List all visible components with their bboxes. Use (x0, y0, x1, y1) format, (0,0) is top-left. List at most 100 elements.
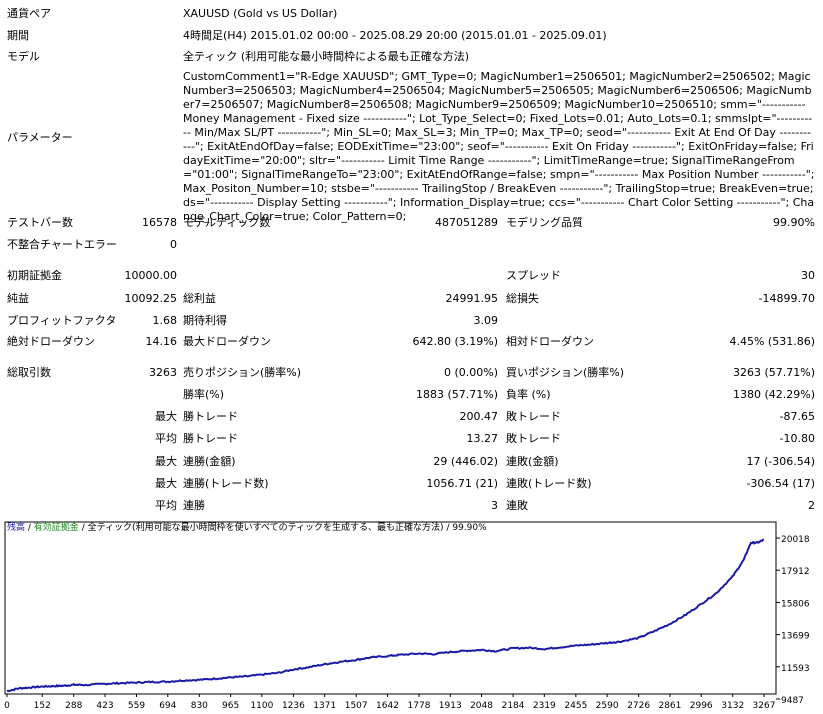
x-tick-label: 2048 (470, 701, 493, 711)
x-tick-label: 3267 (753, 701, 776, 711)
avg-consec-wins-value: 3 (491, 499, 498, 512)
max-word-2: 最大 (155, 455, 177, 468)
x-tick-label: 2455 (564, 701, 587, 711)
gross-loss-label: 総損失 (506, 292, 539, 305)
x-tick-label: 1642 (376, 701, 399, 711)
avg-win-value: 13.27 (466, 432, 499, 445)
x-tick-label: 830 (191, 701, 208, 711)
x-tick-label: 288 (65, 701, 82, 711)
quality-label: モデリング品質 (506, 216, 583, 229)
y-tick-label: 15806 (781, 599, 810, 609)
spread-label: スプレッド (506, 269, 561, 282)
x-tick-label: 559 (128, 701, 145, 711)
max-consec-profit-value: 1056.71 (21) (426, 477, 498, 490)
x-tick-label: 1371 (313, 701, 336, 711)
expected-label: 期待利得 (183, 314, 227, 327)
balance-chart-svg: 9487 11593 13699 15806 17912 20018 0 152 288 423 5… (4, 521, 810, 711)
symbol-label: 通貨ペア (7, 7, 51, 20)
largest-loss-value: -87.65 (779, 410, 815, 423)
largest-win-label: 勝トレード (183, 410, 238, 423)
pf-value: 1.68 (152, 314, 178, 327)
model-value: 全ティック (利用可能な最小時間枠による最も正確な方法) (183, 50, 470, 63)
ticks-value: 487051289 (435, 216, 498, 229)
max-consec-losses-value: 17 (-306.54) (746, 455, 815, 468)
x-tick-label: 2726 (627, 701, 650, 711)
gross-profit-label: 総利益 (183, 292, 216, 305)
deposit-label: 初期証拠金 (7, 269, 62, 282)
quality-value: 99.90% (773, 216, 815, 229)
max-dd-label: 最大ドローダウン (183, 335, 271, 348)
period-label: 期間 (7, 29, 29, 42)
legend-margin: 有効証拠金 (33, 523, 79, 533)
rel-dd-label: 相対ドローダウン (506, 335, 594, 348)
x-tick-label: 1236 (282, 701, 305, 711)
mismatch-value: 0 (170, 238, 177, 251)
avg-consec-wins-label: 連勝 (183, 499, 205, 512)
rel-dd-value: 4.45% (531.86) (729, 335, 815, 348)
x-tick-label: 2861 (658, 701, 681, 711)
trades-value: 3263 (149, 366, 177, 379)
params-value: CustomComment1="R-Edge XAUUSD"; GMT_Type… (183, 70, 815, 223)
chart-frame (4, 521, 777, 695)
max-consec-loss-label: 連敗(トレード数) (506, 477, 592, 490)
spread-value: 30 (801, 269, 815, 282)
max-consec-loss-value: -306.54 (17) (746, 477, 815, 490)
x-tick-label: 2184 (502, 701, 525, 711)
x-tick-label: 1507 (345, 701, 368, 711)
x-tick-label: 2319 (533, 701, 556, 711)
avg-word-2: 平均 (155, 499, 177, 512)
net-label: 純益 (7, 292, 29, 305)
pf-label: プロフィットファクタ (7, 314, 117, 327)
max-consec-losses-label: 連敗(金額) (506, 455, 559, 468)
avg-win-label: 勝トレード (183, 432, 238, 445)
largest-loss-label: 敗トレード (506, 410, 561, 423)
gross-profit-value: 24991.95 (445, 292, 499, 305)
x-tick-label: 2590 (596, 701, 619, 711)
y-tick-label: 13699 (781, 632, 810, 642)
long-label: 買いポジション(勝率%) (506, 366, 625, 379)
symbol-value: XAUUSD (Gold vs US Dollar) (183, 7, 338, 20)
loss-label: 負率 (%) (506, 388, 551, 401)
abs-dd-value: 14.16 (145, 335, 178, 348)
avg-consec-losses-label: 連敗 (506, 499, 528, 512)
max-word: 最大 (155, 410, 177, 423)
mismatch-label: 不整合チャートエラー (7, 238, 117, 251)
short-label: 売りポジション(勝率%) (183, 366, 302, 379)
legend-model: 全ティック(利用可能な最小時間枠を使いすべてのティックを生成する、最も正確な方法… (87, 523, 444, 533)
max-word-3: 最大 (155, 477, 177, 490)
gross-loss-value: -14899.70 (758, 292, 815, 305)
deposit-value: 10000.00 (124, 269, 178, 282)
chart-legend: 残高 / 有効証拠金 / 全ティック(利用可能な最小時間枠を使いすべてのティック… (7, 523, 487, 533)
max-dd-value: 642.80 (3.19%) (412, 335, 498, 348)
y-tick-label: 20018 (781, 535, 810, 545)
y-tick-label: 11593 (781, 664, 810, 674)
ticks-label: モデルティック数 (183, 216, 271, 229)
avg-word: 平均 (155, 432, 177, 445)
win-value: 1883 (57.71%) (415, 388, 498, 401)
win-label: 勝率(%) (183, 388, 225, 401)
x-tick-label: 1778 (408, 701, 431, 711)
expected-value: 3.09 (473, 314, 499, 327)
balance-chart: 9487 11593 13699 15806 17912 20018 0 152 288 423 5… (0, 518, 823, 714)
x-tick-label: 3132 (721, 701, 744, 711)
y-tick-label: 9487 (781, 696, 804, 706)
avg-consec-losses-value: 2 (808, 499, 815, 512)
bars-value: 16578 (142, 216, 177, 229)
abs-dd-label: 絶対ドローダウン (7, 335, 95, 348)
trades-label: 総取引数 (7, 366, 51, 379)
x-tick-label: 1913 (439, 701, 462, 711)
loss-value: 1380 (42.29%) (732, 388, 815, 401)
x-tick-label: 423 (96, 701, 113, 711)
model-label: モデル (7, 50, 40, 63)
x-tick-label: 152 (34, 701, 51, 711)
period-value: 4時間足(H4) 2015.01.02 00:00 - 2025.08.29 2… (183, 29, 607, 42)
net-value: 10092.25 (124, 292, 178, 305)
max-consec-wins-label: 連勝(金額) (183, 455, 236, 468)
bars-label: テストバー数 (7, 216, 73, 229)
params-label: パラメーター (7, 131, 73, 144)
x-tick-label: 2996 (690, 701, 713, 711)
x-tick-label: 1100 (250, 701, 273, 711)
x-tick-label: 0 (4, 701, 10, 711)
balance-series-line (6, 538, 765, 693)
largest-win-value: 200.47 (459, 410, 499, 423)
